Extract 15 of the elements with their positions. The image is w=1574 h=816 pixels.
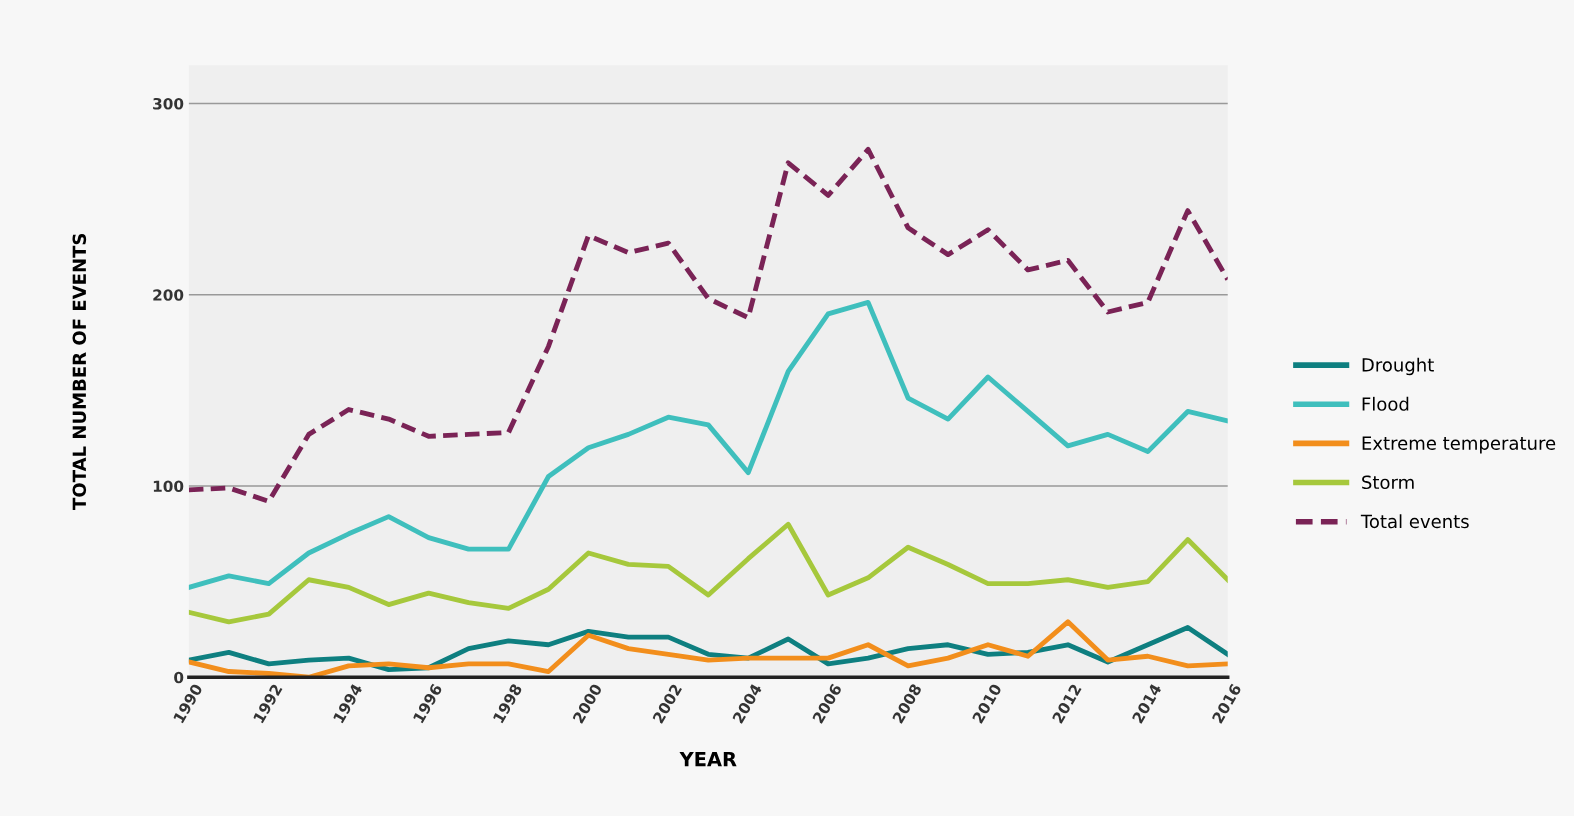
- line-series: [188, 521, 1228, 625]
- line-series: [188, 147, 1228, 504]
- legend-label: Flood: [1362, 396, 1409, 411]
- y-tick-label: 0: [174, 671, 184, 684]
- x-axis-title: YEAR: [679, 751, 737, 767]
- y-tick-label: 200: [153, 289, 184, 301]
- line-series: [188, 300, 1228, 590]
- legend-label: Extreme temperature: [1362, 436, 1556, 454]
- y-axis-title: TOTAL NUMBER OF EVENTS: [72, 233, 87, 510]
- y-tick-label: 300: [153, 98, 184, 110]
- y-tick-label: 100: [153, 480, 184, 493]
- legend-label: Drought: [1362, 357, 1434, 376]
- line-series: [188, 619, 1228, 678]
- legend-label: Storm: [1362, 475, 1414, 490]
- legend-label: Total events: [1360, 514, 1469, 529]
